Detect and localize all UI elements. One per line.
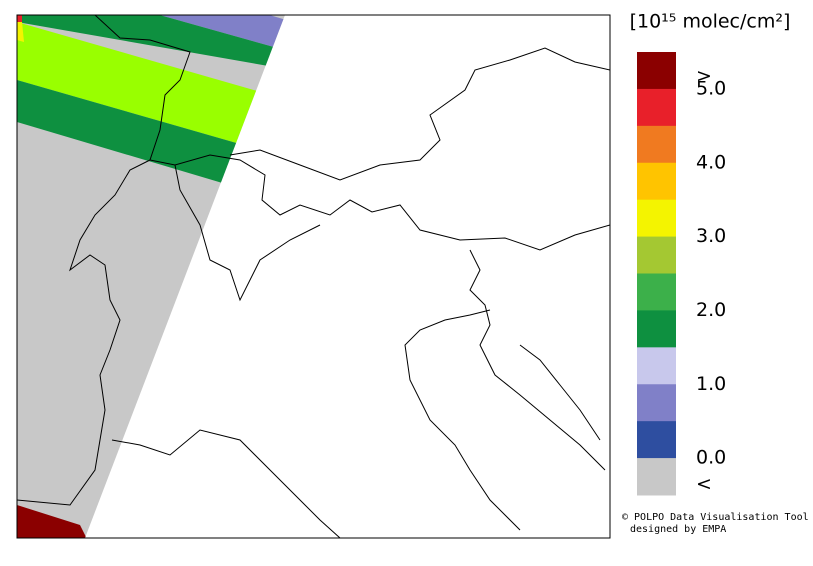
colorbar-label: 3.0 — [696, 225, 726, 247]
colorbar-bin — [637, 88, 676, 127]
colorbar-bin — [637, 384, 676, 422]
colorbar-label: < — [696, 473, 712, 495]
colorbar-bin — [637, 458, 676, 496]
colorbar-bin — [637, 52, 676, 90]
map-panel — [17, 15, 610, 538]
colorbar-bin — [637, 236, 676, 274]
colorbar-label: 0.0 — [696, 447, 726, 469]
colorbar-label: > — [696, 65, 712, 87]
colorbar-unit: [10¹⁵ molec/cm²] — [630, 11, 791, 33]
credit-line: © POLPO Data Visualisation Tool — [622, 512, 809, 523]
colorbar-bin — [637, 273, 676, 311]
colorbar-label: 5.0 — [696, 77, 726, 99]
colorbar-bin — [637, 125, 676, 164]
colorbar-bin — [637, 199, 676, 238]
colorbar-bin — [637, 162, 676, 201]
colorbar-bin — [637, 310, 676, 348]
satellite-swath — [17, 15, 285, 538]
colorbar-label: 4.0 — [696, 151, 726, 173]
colorbar-label: 1.0 — [696, 373, 726, 395]
colorbar-bin — [637, 421, 676, 459]
colorbar-bin — [637, 347, 676, 385]
map-frame — [16, 14, 611, 539]
credit-line: designed by EMPA — [630, 524, 726, 535]
colorbar-label: 2.0 — [696, 299, 726, 321]
